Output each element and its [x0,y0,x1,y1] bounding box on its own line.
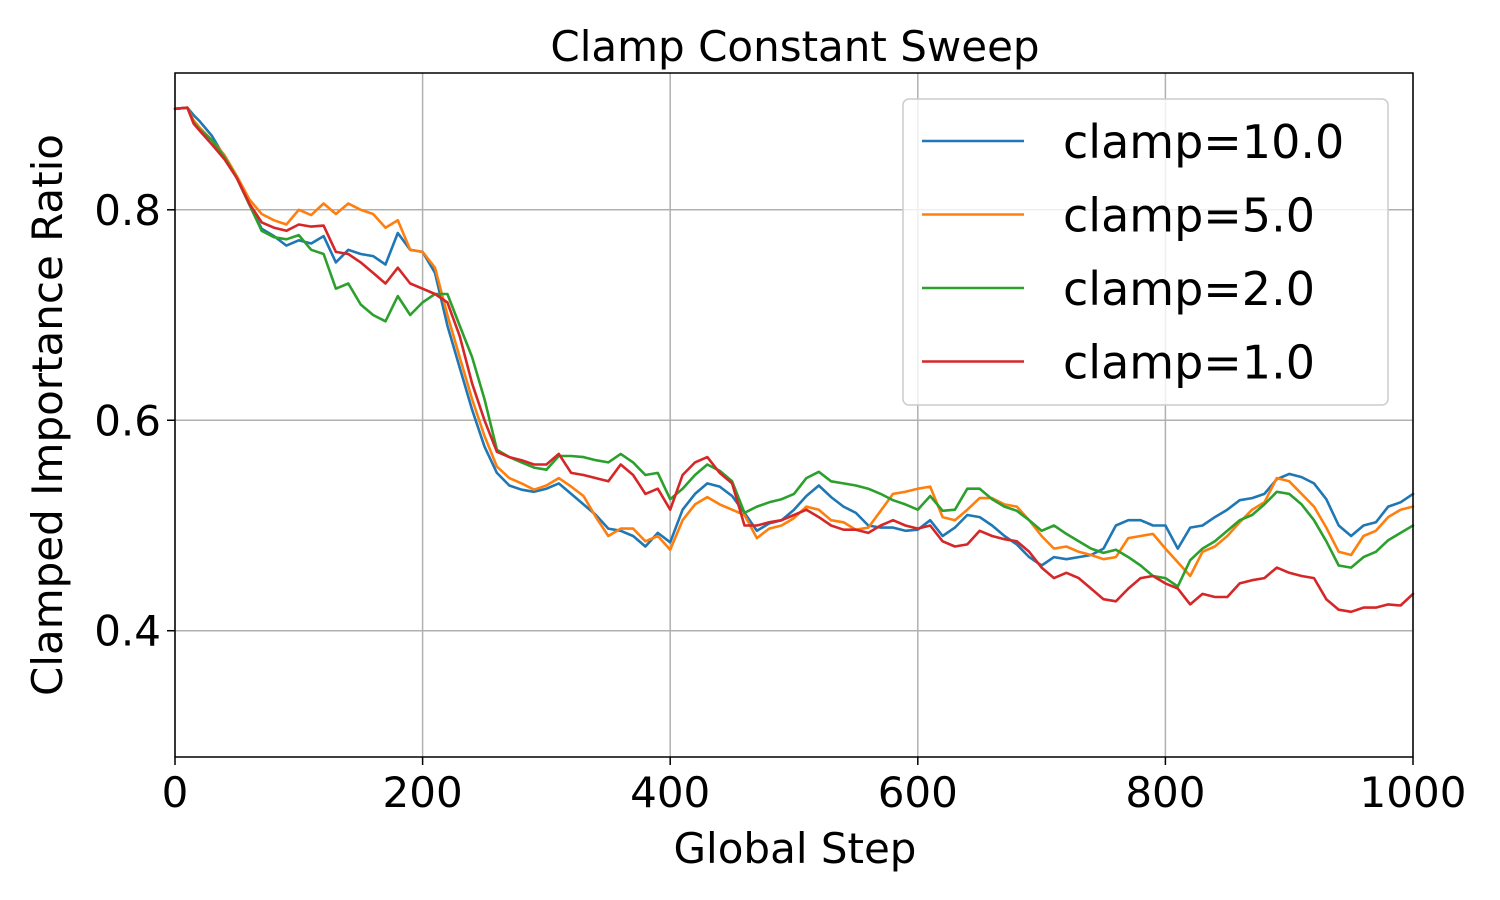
legend-label: clamp=5.0 [1063,189,1315,243]
series-lines [173,106,1415,614]
y-axis-label: Clamped Importance Ratio [23,134,72,696]
series-line-clamp-10-0 [173,106,1415,567]
y-tick-label: 0.4 [94,607,161,656]
series-line-clamp-1-0 [173,106,1415,614]
axis-ticks: 0 200 400 600 800 1000 0.4 0.6 0.8 [94,186,1466,817]
x-tick-label: 1000 [1360,768,1467,817]
legend-label: clamp=2.0 [1063,262,1315,316]
plot-frame [174,72,1414,758]
x-tick-label: 400 [630,768,710,817]
series-line-clamp-5-0 [173,106,1415,578]
x-tick-label: 600 [878,768,958,817]
y-tick-label: 0.8 [94,186,161,235]
legend-label: clamp=1.0 [1063,336,1315,390]
legend: clamp=10.0 clamp=5.0 clamp=2.0 clamp=1.0 [902,98,1389,406]
series-line-clamp-2-0 [173,106,1415,588]
y-tick-label: 0.6 [94,396,161,445]
legend-frame [902,98,1389,406]
x-tick-label: 200 [383,768,463,817]
x-tick-label: 0 [162,768,189,817]
chart-title: Clamp Constant Sweep [550,22,1039,71]
x-axis-label: Global Step [674,824,917,873]
legend-label: clamp=10.0 [1063,115,1344,169]
x-tick-label: 800 [1125,768,1205,817]
